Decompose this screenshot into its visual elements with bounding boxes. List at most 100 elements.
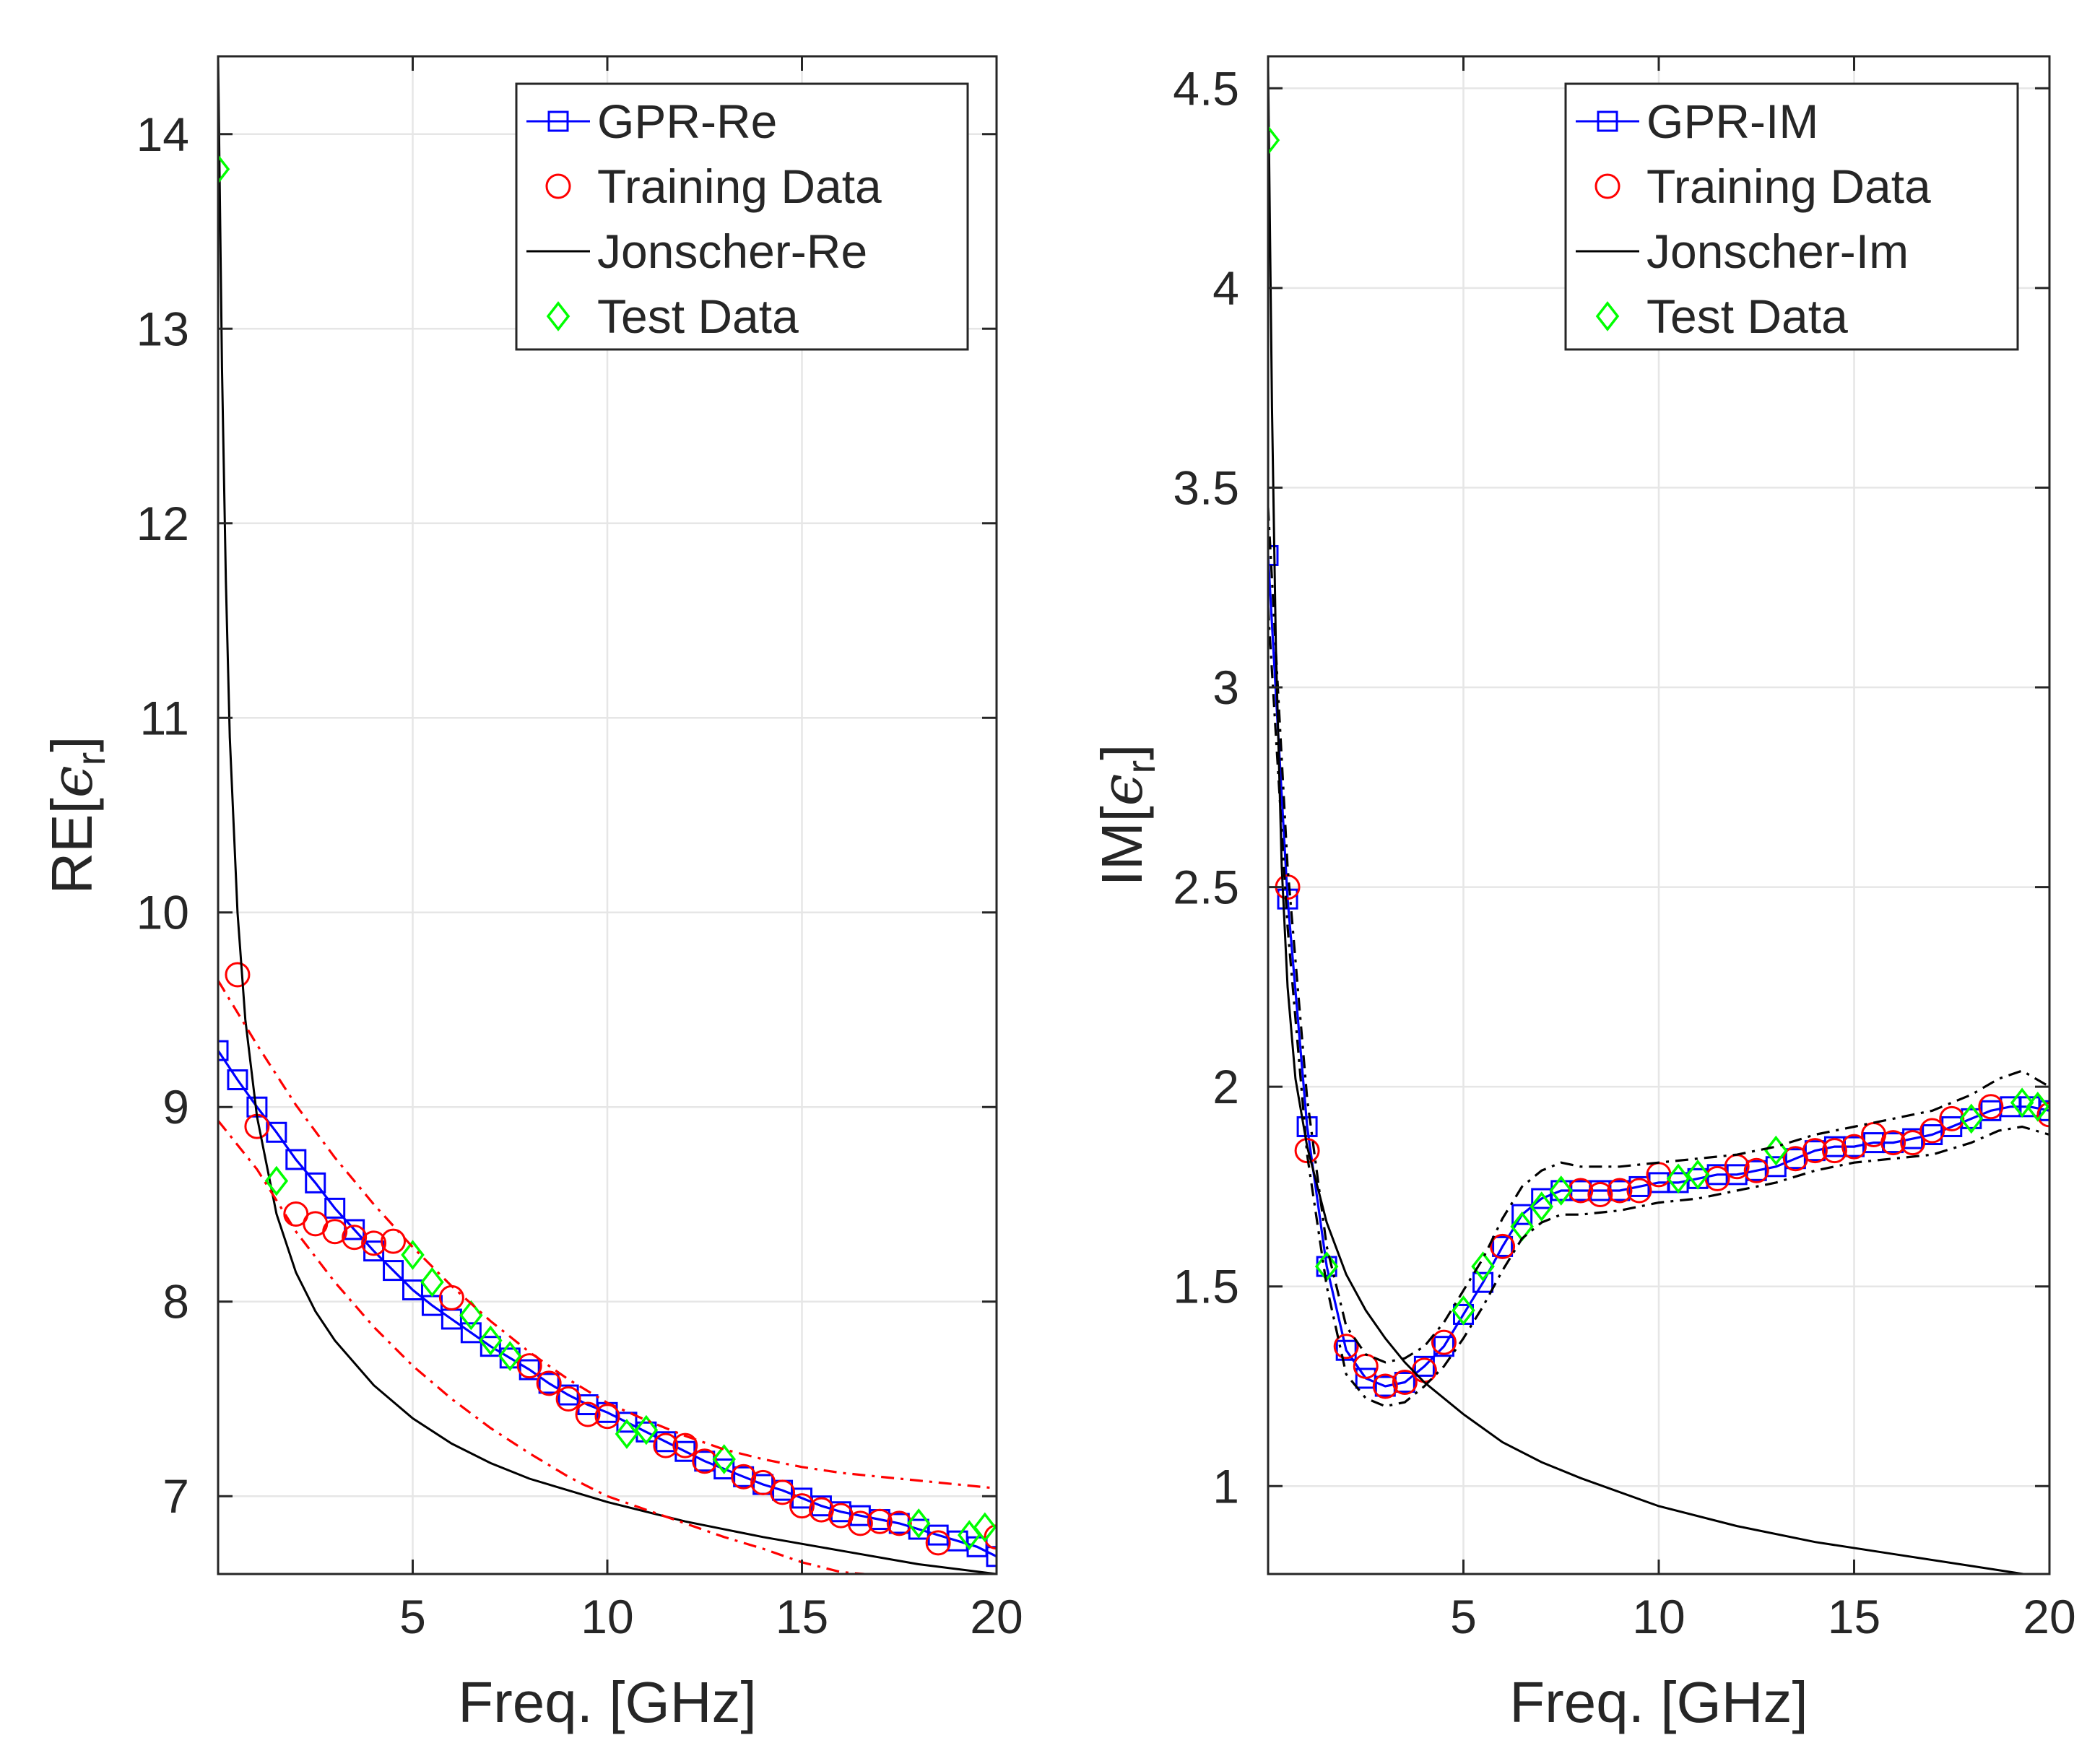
y-tick-label: 13 [136,302,189,355]
data-point-training-data [770,1479,796,1505]
legend-entry-training: Training Data [1646,160,1931,213]
series-line-gpr-re [218,1050,997,1558]
data-point-training-data [2036,1102,2049,1128]
data-point-gpr-im [1492,1235,1514,1257]
legend-swatch-marker [545,173,571,199]
chart-im: 5 10 15 20 1 1.5 2 2.5 3 3.5 4 4.5 GPR-IM Training … [1088,55,2076,1734]
data-point-training-data [847,1510,873,1536]
data-point-gpr-im [1511,1204,1533,1225]
x-axis-label: Freq. [GHz] [458,1670,756,1734]
data-point-gpr-im [1296,1116,1318,1137]
x-tick-label: 10 [581,1590,633,1643]
data-point-gpr-im [1433,1336,1454,1357]
data-point-training-data [1900,1130,1926,1156]
legend-swatch-marker [546,301,570,331]
data-point-test-data [1685,1159,1710,1190]
data-point-test-data [218,154,230,185]
data-point-gpr-im [1413,1355,1435,1377]
data-point-test-data [498,1341,522,1372]
legend-box [515,82,969,351]
y-axis-label-subscript: r [1118,760,1163,774]
data-point-test-data [1666,1163,1691,1194]
legend-entry-training: Training Data [597,160,882,213]
axes: 5 10 15 20 1 1.5 2 2.5 3 3.5 4 4.5 [1173,55,2076,1643]
legend: GPR-IM Training Data Jonscher-Im Test Da… [1564,82,2019,351]
data-point-test-data [264,1165,289,1196]
legend-entry-gpr: GPR-IM [1646,95,1818,148]
data-point-training-data [1568,1178,1594,1204]
y-tick-label: 12 [136,497,189,550]
data-point-gpr-im [1277,888,1298,910]
data-point-test-data [459,1300,483,1331]
data-point-training-data [886,1510,912,1536]
legend: GPR-Re Training Data Jonscher-Re Test Da… [515,82,969,351]
data-point-gpr-re [519,1359,540,1380]
axes: 5 10 15 20 7 8 9 10 11 12 13 14 [136,55,1023,1643]
data-point-training-data [1490,1233,1516,1259]
data-point-gpr-re [460,1322,482,1344]
data-point-training-data [1392,1369,1418,1395]
series-line-lower-band [218,1120,864,1574]
data-point-training-data [867,1508,893,1534]
data-point-training-data [672,1432,698,1458]
data-point-test-data [615,1419,639,1449]
data-point-training-data [536,1370,562,1396]
data-point-training-data [594,1404,620,1430]
data-point-training-data [381,1228,407,1254]
series-jonscher-im [1268,68,2031,1574]
data-point-test-data [1530,1191,1553,1222]
y-axis-label-symbol: ϵ [1088,773,1155,806]
y-tick-label: 11 [139,691,189,744]
data-point-test-data [1959,1103,1984,1134]
data-point-gpr-im [1268,544,1279,566]
data-point-training-data [925,1530,951,1556]
data-point-training-data [1821,1138,1847,1164]
data-point-training-data [808,1497,834,1523]
legend-box [1564,82,2019,351]
y-axis-label-close: ] [1090,744,1154,760]
x-tick-label: 5 [399,1590,426,1643]
data-point-training-data [1607,1178,1633,1204]
data-point-gpr-re [402,1279,423,1301]
data-point-test-data [479,1325,503,1356]
data-point-test-data [712,1444,736,1474]
data-point-training-data [1919,1118,1945,1144]
y-tick-label: 9 [162,1080,189,1134]
legend-swatch-marker [1595,301,1620,331]
y-tick-label: 2.5 [1173,861,1239,914]
x-axis-label: Freq. [GHz] [1509,1670,1808,1734]
data-point-gpr-im [1472,1271,1494,1293]
data-point-gpr-re [986,1546,997,1567]
y-tick-label: 4.5 [1173,61,1239,115]
series-test-data [218,154,997,1550]
legend-entry-test: Test Data [597,290,799,343]
y-axis-label: RE[ϵr] [38,736,113,894]
data-point-training-data [731,1464,757,1490]
chart-re: 5 10 15 20 7 8 9 10 11 12 13 14 GPR-Re Training Dat… [38,55,1023,1734]
data-point-test-data [2010,1087,2034,1118]
data-point-training-data [789,1493,815,1519]
y-axis-label: IM[ϵr] [1088,744,1163,887]
data-point-gpr-re [383,1260,404,1282]
x-tick-label: 15 [776,1590,828,1643]
data-point-training-data [1431,1329,1457,1355]
data-point-test-data [420,1266,444,1297]
data-point-test-data [1452,1295,1475,1326]
data-point-training-data [1587,1182,1613,1207]
y-axis-label-close: ] [40,736,104,752]
y-tick-label: 7 [162,1469,189,1523]
y-axis-label-base: IM[ [1090,806,1154,886]
legend-entry-jonscher: Jonscher-Im [1646,225,1909,278]
data-point-training-data [1880,1130,1906,1156]
y-tick-label: 2 [1212,1060,1239,1113]
x-tick-label: 20 [970,1590,1023,1643]
legend-entry-jonscher: Jonscher-Re [597,225,867,278]
data-point-training-data [1939,1105,1965,1131]
series-line-upper-band [218,980,997,1490]
legend-swatch-marker [1594,173,1620,199]
data-point-training-data [322,1219,348,1245]
y-tick-label: 1 [1212,1459,1239,1513]
legend-swatch-marker [547,110,569,132]
data-point-training-data [653,1432,679,1458]
series-upper-band [218,980,997,1490]
